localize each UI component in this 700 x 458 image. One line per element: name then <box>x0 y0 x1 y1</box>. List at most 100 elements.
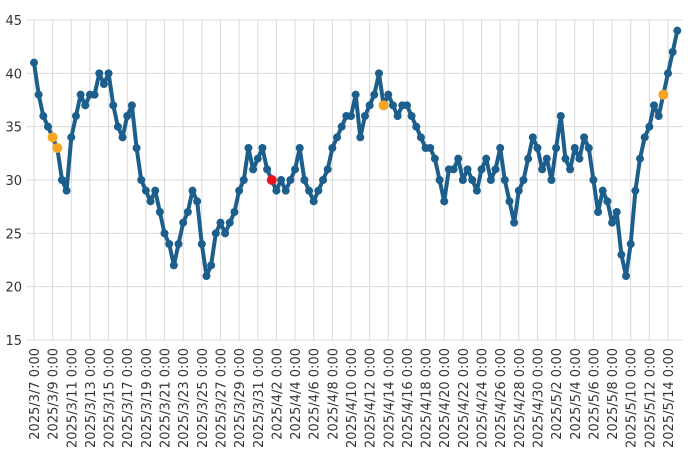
point <box>197 240 206 248</box>
x-tick-label: 2025/5/8 0:00 <box>606 348 621 440</box>
line <box>32 30 680 278</box>
point <box>402 101 411 110</box>
x-tick-label: 2025/5/12 0:00 <box>643 348 658 448</box>
point <box>76 90 85 99</box>
x-tick-label: 2025/3/23 0:00 <box>177 348 192 448</box>
point <box>193 197 202 206</box>
point <box>109 101 118 110</box>
y-tick-label: 35 <box>5 121 22 136</box>
point <box>277 176 286 184</box>
point <box>127 101 136 110</box>
point <box>183 208 192 216</box>
point <box>524 154 533 163</box>
point <box>561 154 570 163</box>
x-tick-label: 2025/4/22 0:00 <box>457 348 472 448</box>
point <box>211 229 220 238</box>
point <box>230 208 239 216</box>
point <box>612 208 621 216</box>
x-tick-label: 2025/5/2 0:00 <box>550 348 565 440</box>
point <box>673 26 682 35</box>
point <box>449 165 458 174</box>
point <box>370 90 379 99</box>
point <box>664 69 672 78</box>
point <box>43 122 52 131</box>
x-tick-label: 2025/3/13 0:00 <box>84 348 99 448</box>
x-tick-label: 2025/3/21 0:00 <box>159 348 174 448</box>
point <box>580 133 589 142</box>
highlight-point <box>47 132 58 143</box>
point <box>566 165 575 174</box>
point <box>81 101 90 110</box>
point <box>491 165 500 174</box>
point <box>500 176 509 184</box>
point <box>472 186 481 195</box>
point <box>174 240 183 248</box>
highlight-point <box>52 143 63 153</box>
point <box>99 80 108 88</box>
point <box>309 197 318 206</box>
point <box>426 144 435 152</box>
y-tick-label: 45 <box>5 14 22 29</box>
point <box>333 133 342 142</box>
x-tick-label: 2025/3/9 0:00 <box>47 348 62 440</box>
point <box>90 90 99 99</box>
point <box>416 133 425 142</box>
point <box>347 112 355 120</box>
x-tick-label: 2025/3/25 0:00 <box>196 348 211 448</box>
point <box>57 176 66 184</box>
point <box>430 154 439 163</box>
point <box>668 48 677 56</box>
point <box>30 58 38 67</box>
point <box>314 186 323 195</box>
point <box>384 90 393 99</box>
point <box>34 90 43 99</box>
point <box>123 112 132 120</box>
point <box>286 176 295 184</box>
point <box>179 218 188 227</box>
y-tick-label: 15 <box>5 334 22 349</box>
x-tick-label: 2025/3/31 0:00 <box>252 348 267 448</box>
x-tick-label: 2025/4/6 0:00 <box>308 348 323 440</box>
point <box>598 186 607 195</box>
point <box>636 154 645 163</box>
point <box>137 176 146 184</box>
point <box>519 176 528 184</box>
point <box>631 186 640 195</box>
x-tick-label: 2025/3/15 0:00 <box>103 348 118 448</box>
point <box>141 186 150 195</box>
point <box>542 154 551 163</box>
point <box>650 101 659 110</box>
point <box>62 186 71 195</box>
x-tick-label: 2025/4/8 0:00 <box>326 348 341 440</box>
highlight-point <box>378 100 389 111</box>
point <box>514 186 523 195</box>
point <box>351 90 360 99</box>
point <box>319 176 328 184</box>
point <box>328 144 337 152</box>
point <box>239 176 248 184</box>
point <box>468 176 477 184</box>
point <box>323 165 332 174</box>
point <box>249 165 258 174</box>
point <box>528 133 537 142</box>
x-tick-label: 2025/4/12 0:00 <box>364 348 379 448</box>
point <box>556 112 565 120</box>
x-tick-label: 2025/5/6 0:00 <box>587 348 602 440</box>
point <box>207 261 216 270</box>
point <box>654 112 663 120</box>
x-tick-label: 2025/5/4 0:00 <box>569 348 584 440</box>
x-tick-label: 2025/3/11 0:00 <box>65 348 80 448</box>
x-tick-label: 2025/4/26 0:00 <box>494 348 509 448</box>
x-tick-label: 2025/3/19 0:00 <box>140 348 155 448</box>
point <box>165 240 174 248</box>
x-tick-label: 2025/5/10 0:00 <box>625 348 640 448</box>
point <box>608 218 617 227</box>
x-tick-label: 2025/4/14 0:00 <box>382 348 397 448</box>
y-tick-label: 30 <box>5 174 22 189</box>
point <box>533 144 542 152</box>
point <box>645 122 654 131</box>
point <box>617 250 626 259</box>
x-tick-label: 2025/4/28 0:00 <box>513 348 528 448</box>
point <box>589 176 598 184</box>
point <box>640 133 649 142</box>
